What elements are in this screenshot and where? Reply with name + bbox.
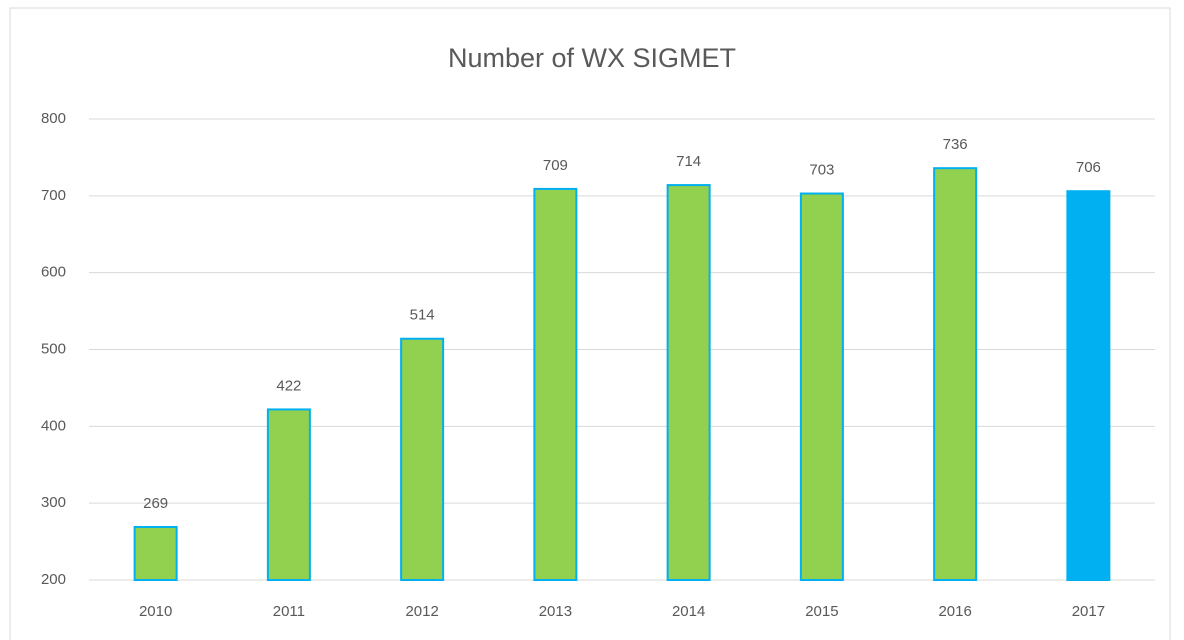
data-label: 706 [1076, 159, 1101, 176]
y-tick-label: 500 [41, 340, 66, 357]
data-label: 714 [676, 153, 701, 170]
y-tick-label: 200 [41, 571, 66, 588]
data-label: 514 [410, 307, 435, 324]
chart-border [9, 7, 1171, 640]
x-tick-label: 2013 [539, 603, 572, 620]
x-tick-label: 2016 [938, 603, 971, 620]
bar [933, 167, 978, 581]
x-tick-label: 2017 [1072, 603, 1105, 620]
data-label: 703 [809, 161, 834, 178]
x-tick-label: 2011 [273, 603, 305, 620]
y-tick-label: 800 [41, 110, 66, 127]
bar [799, 192, 844, 582]
y-tick-label: 400 [41, 417, 66, 434]
y-tick-label: 600 [41, 264, 66, 281]
bar [133, 525, 178, 581]
data-label: 736 [943, 136, 968, 153]
bar [1066, 190, 1111, 581]
x-tick-label: 2014 [672, 603, 705, 620]
y-tick-label: 300 [41, 494, 66, 511]
x-tick-label: 2015 [805, 603, 838, 620]
bar [666, 184, 711, 581]
y-tick-label: 700 [41, 187, 66, 204]
chart-title: Number of WX SIGMET [448, 43, 736, 73]
bar [533, 187, 578, 581]
bar [400, 337, 445, 582]
data-label: 709 [543, 157, 568, 174]
data-label: 269 [143, 495, 168, 512]
bar [266, 408, 311, 581]
data-label: 422 [276, 377, 301, 394]
x-tick-label: 2012 [405, 603, 438, 620]
x-tick-label: 2010 [139, 603, 172, 620]
